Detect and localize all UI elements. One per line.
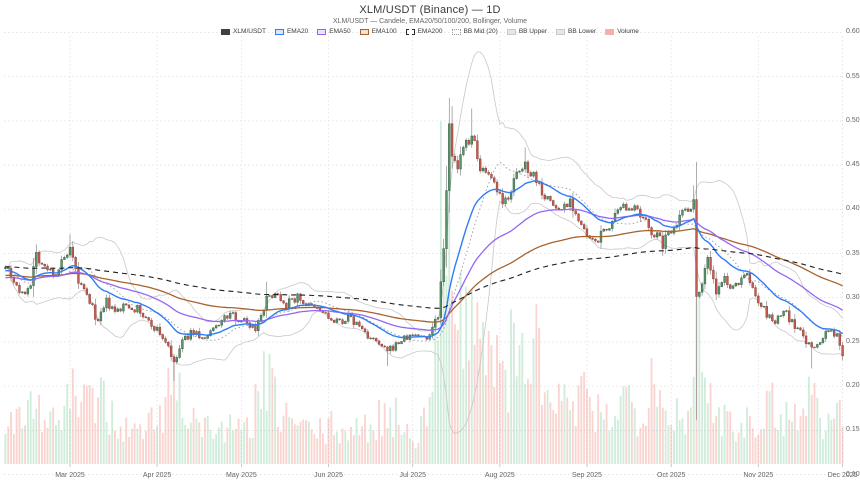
x-axis-tick-label: Apr 2025 — [142, 472, 172, 479]
y-axis-tick-label: 0.40 — [846, 205, 860, 213]
ema20-swatch-icon — [274, 28, 284, 35]
y-axis-tick-label: 0.45 — [846, 161, 860, 169]
x-axis-tick-label: Oct 2025 — [657, 472, 686, 479]
ema100-swatch-icon — [359, 28, 369, 35]
legend-label: EMA20 — [286, 28, 309, 35]
bb-lower-swatch-icon — [556, 28, 566, 35]
legend-label: XLM/USDT — [233, 28, 266, 35]
chart-title: XLM/USDT (Binance) — 1D — [359, 4, 501, 16]
legend-label: EMA200 — [417, 28, 443, 35]
x-axis-tick-label: Mar 2025 — [55, 472, 85, 479]
legend-item-ema200: EMA200 — [405, 28, 443, 35]
legend-item-bb-upper: BB Upper — [506, 28, 548, 35]
x-axis-tick-label: Sep 2025 — [571, 472, 602, 479]
xlmusdt-swatch-icon — [221, 28, 231, 35]
y-axis-tick-label: 0.50 — [846, 116, 860, 124]
chart-legend: XLM/USDT EMA20 EMA50 EMA100 EMA200 BB Mid (20… — [0, 28, 860, 35]
legend-label: Volume — [617, 28, 639, 35]
y-axis-tick-label: 0.25 — [846, 337, 860, 345]
y-axis-tick-label: 0.60 — [846, 28, 860, 36]
volume-swatch-icon — [605, 28, 615, 35]
x-axis-tick-label: Jun 2025 — [314, 472, 343, 479]
y-axis-tick-label: 0.15 — [846, 426, 860, 434]
y-axis-tick-label: 0.35 — [846, 249, 860, 257]
x-axis-tick-label: Dec 2025 — [827, 472, 858, 479]
legend-item-xlmusdt: XLM/USDT — [221, 28, 266, 35]
legend-item-bb-lower: BB Lower — [556, 28, 596, 35]
ema50-swatch-icon — [317, 28, 327, 35]
x-axis-tick-label: Jul 2025 — [399, 472, 426, 479]
legend-label: BB Lower — [568, 28, 597, 35]
x-axis-tick-label: Aug 2025 — [484, 472, 515, 479]
y-axis-tick-label: 0.10 — [846, 470, 860, 478]
legend-label: EMA50 — [329, 28, 351, 35]
x-axis-tick-label: May 2025 — [226, 472, 257, 479]
legend-label: BB Upper — [518, 28, 548, 35]
legend-label: EMA100 — [371, 28, 397, 35]
y-axis-tick-label: 0.30 — [846, 293, 860, 301]
legend-item-volume: Volume — [605, 28, 639, 35]
legend-item-ema100: EMA100 — [359, 28, 397, 35]
legend-item-bb-mid: BB Mid (20) — [451, 28, 498, 35]
bb-mid-swatch-icon — [451, 28, 461, 35]
legend-item-ema50: EMA50 — [317, 28, 351, 35]
ema200-swatch-icon — [405, 28, 415, 35]
y-axis-tick-label: 0.20 — [846, 382, 860, 390]
chart-subtitle: XLM/USDT — Candele, EMA20/50/100/200, Bo… — [332, 18, 528, 25]
legend-item-ema20: EMA20 — [274, 28, 309, 35]
legend-label: BB Mid (20) — [463, 28, 498, 35]
bb-upper-swatch-icon — [506, 28, 516, 35]
y-axis-tick-label: 0.55 — [846, 72, 860, 80]
x-axis-tick-label: Nov 2025 — [743, 472, 774, 479]
